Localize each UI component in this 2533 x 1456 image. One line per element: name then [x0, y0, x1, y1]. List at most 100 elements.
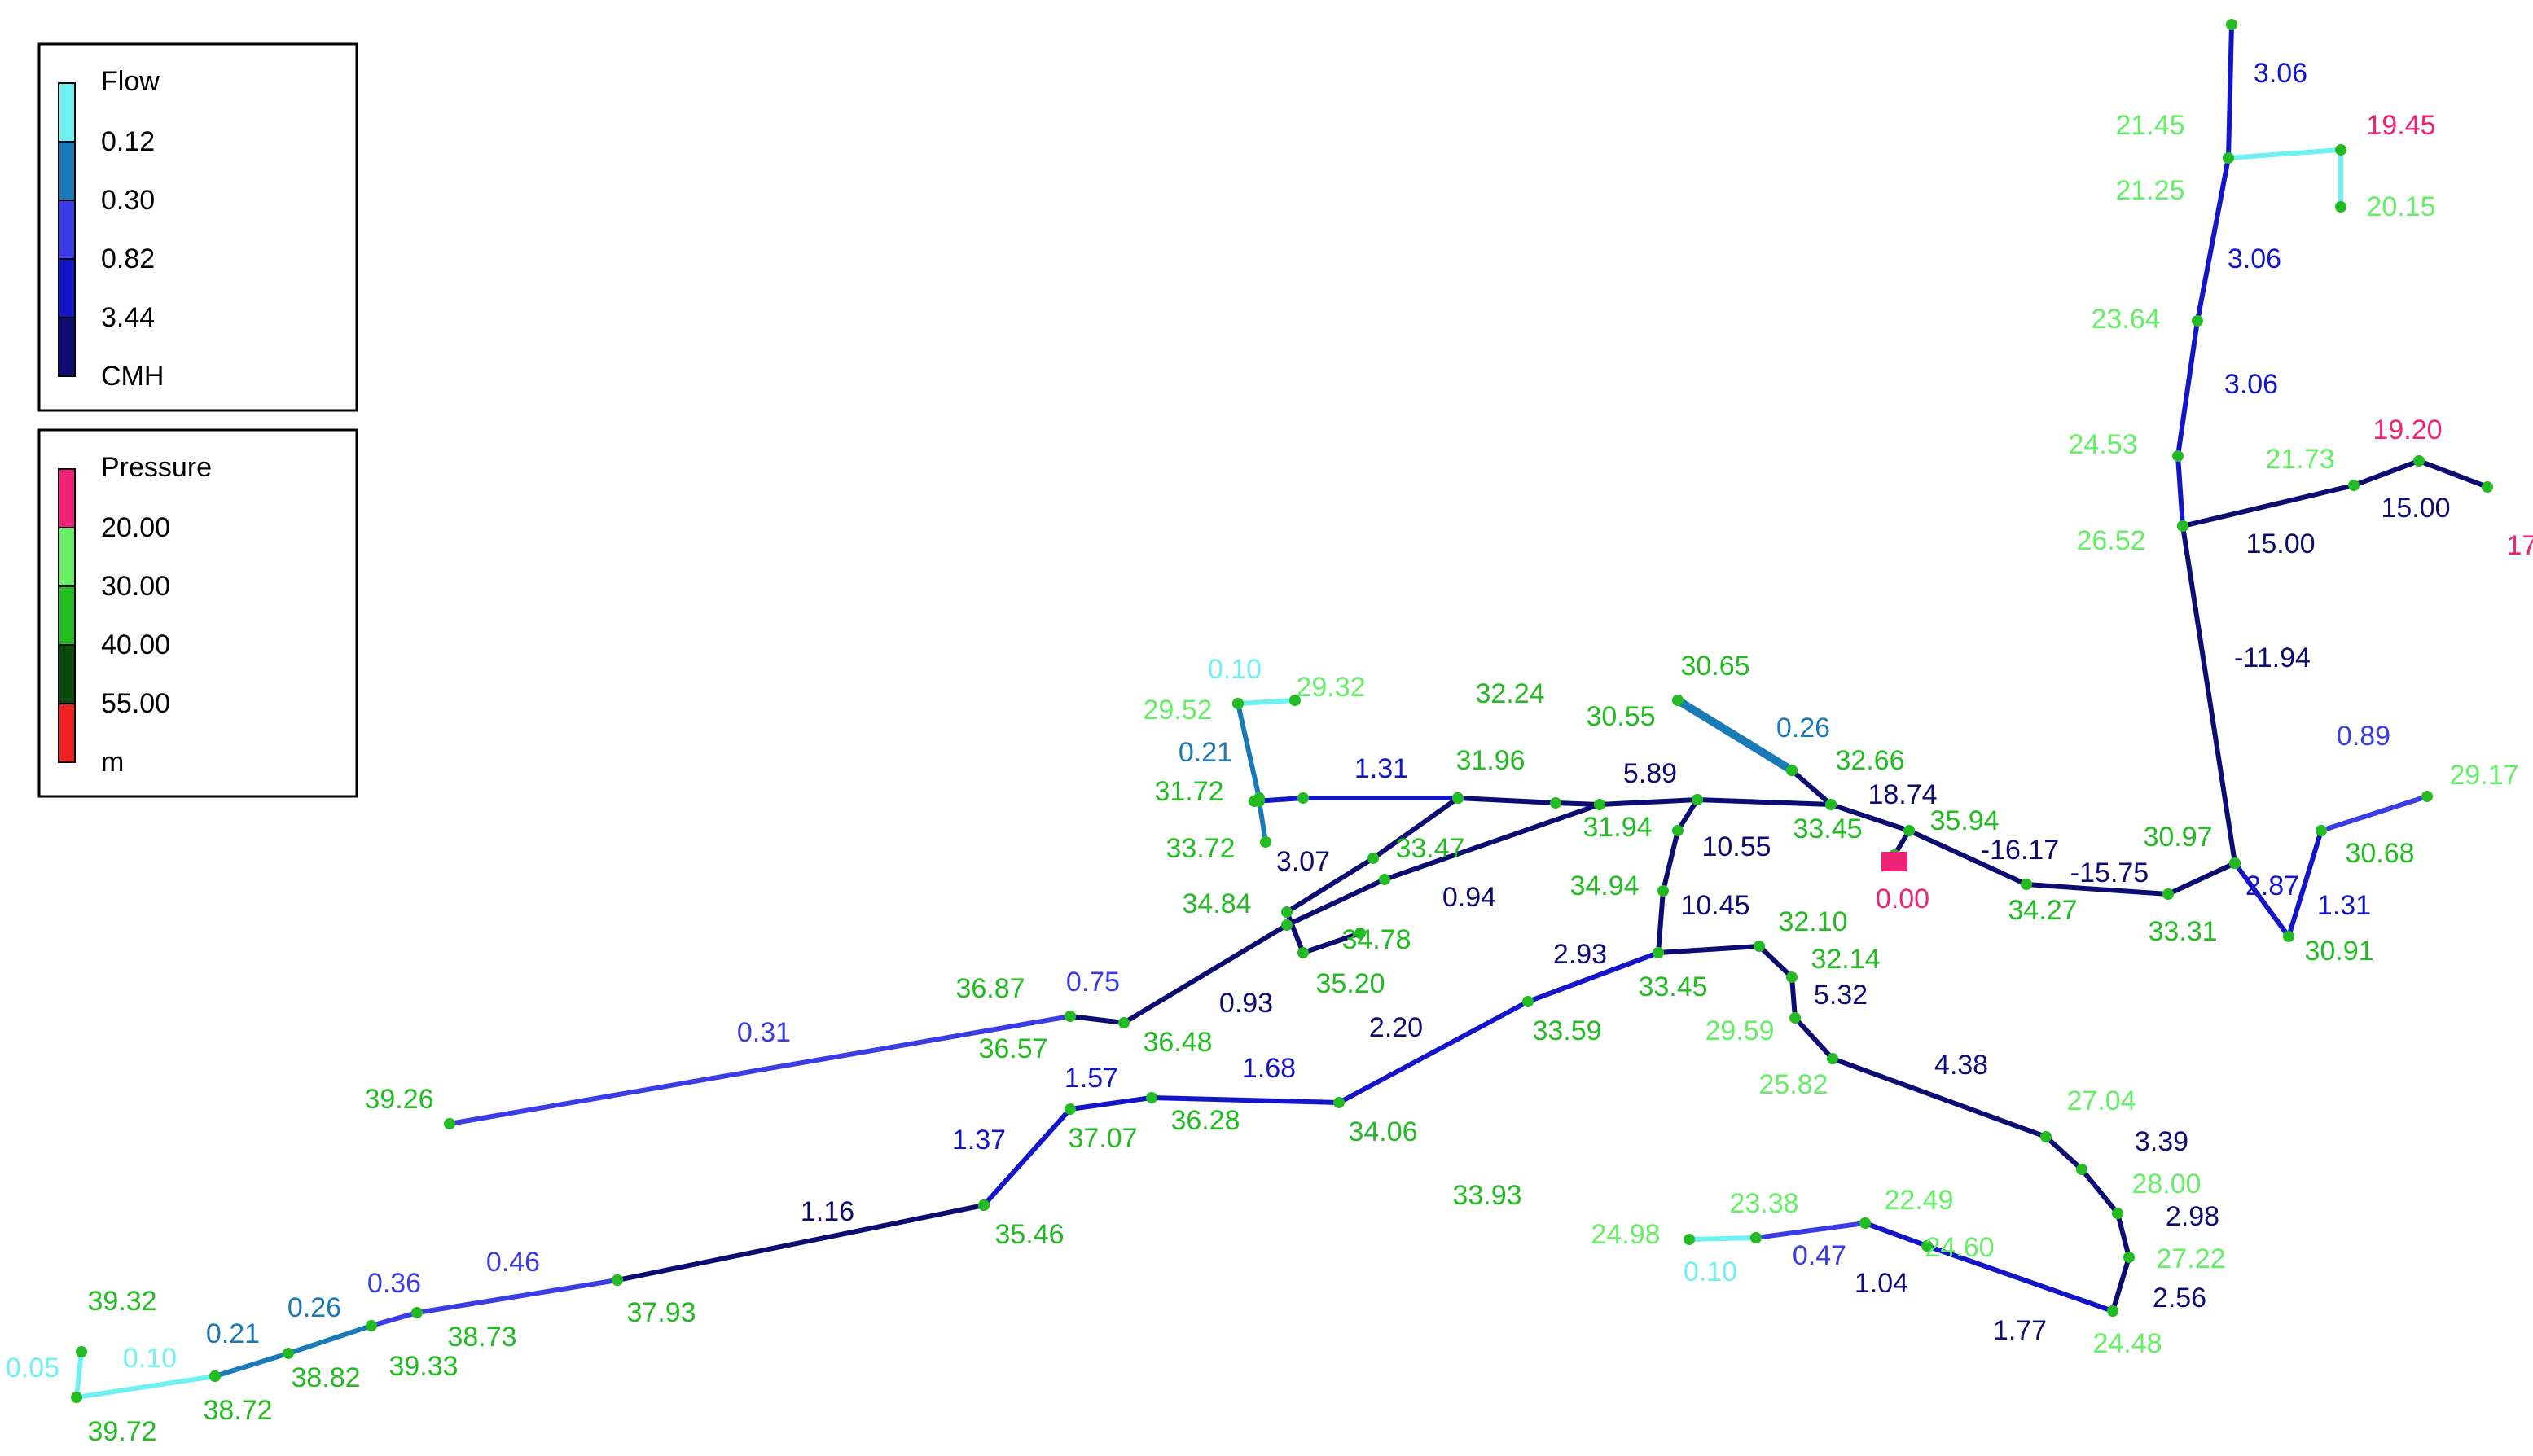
link-label: 3.06 — [2228, 243, 2281, 274]
node-dot — [1789, 1012, 1801, 1024]
node-label: 29.17 — [2449, 760, 2518, 791]
node-label: 36.48 — [1143, 1027, 1212, 1058]
node-label: 37.07 — [1068, 1123, 1137, 1154]
node-label: 31.72 — [1154, 776, 1223, 807]
link-label: 0.93 — [1219, 988, 1273, 1019]
node-dot — [1232, 698, 1244, 709]
legend-label: 30.00 — [101, 571, 170, 602]
node-dot — [1653, 947, 1664, 958]
node-label: 29.59 — [1705, 1015, 1774, 1046]
node-label: 33.47 — [1395, 833, 1464, 864]
node-label: 27.22 — [2156, 1243, 2225, 1274]
labels: 21.45 19.45 21.25 20.15 23.64 24.53 21.73 19.20… — [6, 58, 2533, 1447]
node-label: 36.28 — [1170, 1105, 1240, 1136]
node-label: 29.52 — [1143, 695, 1212, 726]
node-dot — [1550, 797, 1561, 809]
node-label: 24.98 — [1591, 1219, 1660, 1250]
node-dot — [2177, 520, 2188, 532]
node-dot — [1859, 1217, 1871, 1229]
node-dot — [1827, 1053, 1838, 1064]
node-label: 21.45 — [2115, 110, 2184, 141]
node-dot — [1672, 825, 1684, 836]
node-dot — [1260, 836, 1271, 848]
legend-label: 0.30 — [101, 185, 155, 216]
link-label: 0.75 — [1066, 967, 1120, 998]
node-label: 30.65 — [1680, 651, 1749, 682]
link-label: 0.26 — [1776, 713, 1830, 743]
link-label: 1.16 — [801, 1196, 854, 1227]
pipe — [1257, 800, 1268, 843]
node-label: 23.64 — [2091, 304, 2160, 335]
link-label: 0.26 — [288, 1292, 341, 1323]
legend-swatch — [58, 82, 76, 143]
pipe — [449, 1014, 1071, 1126]
node-dot — [2335, 201, 2346, 213]
link-label: 15.00 — [2381, 493, 2450, 524]
node-dot — [1333, 1097, 1345, 1108]
node-label: 35.94 — [1929, 805, 1999, 836]
pipes — [73, 24, 2489, 1401]
link-label: 0.10 — [123, 1343, 177, 1374]
pipe — [1675, 696, 1794, 774]
node-dot — [1921, 1240, 1933, 1252]
legend-label: 55.00 — [101, 688, 170, 719]
node-dot — [2172, 450, 2184, 462]
node-label: 39.32 — [87, 1286, 156, 1317]
link-label: 1.31 — [1354, 753, 1408, 784]
node-dot — [1281, 906, 1293, 918]
node-dot — [1354, 928, 1366, 939]
node-dot — [2112, 1208, 2123, 1219]
link-label: 3.06 — [2224, 369, 2278, 400]
node-label: 33.72 — [1166, 833, 1235, 864]
node-dot — [1289, 695, 1301, 706]
link-label: 2.56 — [2153, 1283, 2206, 1313]
node-label: 32.66 — [1835, 745, 1904, 776]
legend-title: Pressure — [101, 452, 212, 483]
node-dot — [2076, 1164, 2087, 1175]
legend-title: Flow — [101, 66, 160, 97]
node-label: 36.87 — [955, 973, 1025, 1004]
node-dot — [1786, 971, 1798, 983]
node-label: 29.32 — [1296, 672, 1365, 703]
node-label: 34.06 — [1348, 1116, 1417, 1147]
nodes — [71, 19, 2493, 1403]
node-label: 24.60 — [1925, 1232, 1994, 1263]
pipe — [1688, 1235, 1757, 1242]
link-label: 0.21 — [1179, 737, 1232, 768]
node-label: 33.93 — [1452, 1180, 1521, 1211]
pipe — [2228, 147, 2343, 207]
node-label: 38.73 — [447, 1322, 516, 1353]
legend-unit: m — [101, 747, 124, 778]
pipe — [1236, 703, 1262, 799]
tank — [1881, 852, 1907, 871]
link-label: 0.94 — [1442, 882, 1496, 913]
node-dot — [2107, 1305, 2118, 1317]
node-dot — [1657, 885, 1669, 897]
node-dot — [1750, 1232, 1762, 1243]
link-label: 2.87 — [2245, 871, 2299, 901]
legend-swatch — [58, 703, 76, 763]
node-label: 33.31 — [2148, 916, 2217, 947]
node-label: 28.00 — [2131, 1169, 2201, 1199]
pipe — [2175, 157, 2231, 527]
link-label: 3.39 — [2135, 1126, 2188, 1157]
legend-label: 0.12 — [101, 126, 155, 157]
legend-swatch — [58, 200, 76, 260]
link-label: 5.32 — [1814, 980, 1868, 1011]
node-label: 35.46 — [994, 1219, 1064, 1250]
node-dot — [2348, 480, 2360, 491]
node-label: 33.45 — [1638, 971, 1707, 1002]
node-dot — [1118, 1017, 1130, 1028]
node-label: 33.45 — [1793, 814, 1862, 844]
node-dot — [1522, 996, 1534, 1007]
node-label: 32.14 — [1811, 944, 1880, 975]
pipe — [981, 950, 1660, 1208]
link-label: 1.57 — [1065, 1063, 1118, 1094]
link-label: -15.75 — [2070, 857, 2149, 888]
node-dot — [2283, 931, 2294, 942]
pipe — [2226, 24, 2234, 159]
node-dot — [2123, 1252, 2135, 1263]
node-label: 39.33 — [389, 1351, 458, 1382]
node-label: 30.91 — [2304, 936, 2373, 967]
node-label: 25.82 — [1758, 1069, 1828, 1100]
